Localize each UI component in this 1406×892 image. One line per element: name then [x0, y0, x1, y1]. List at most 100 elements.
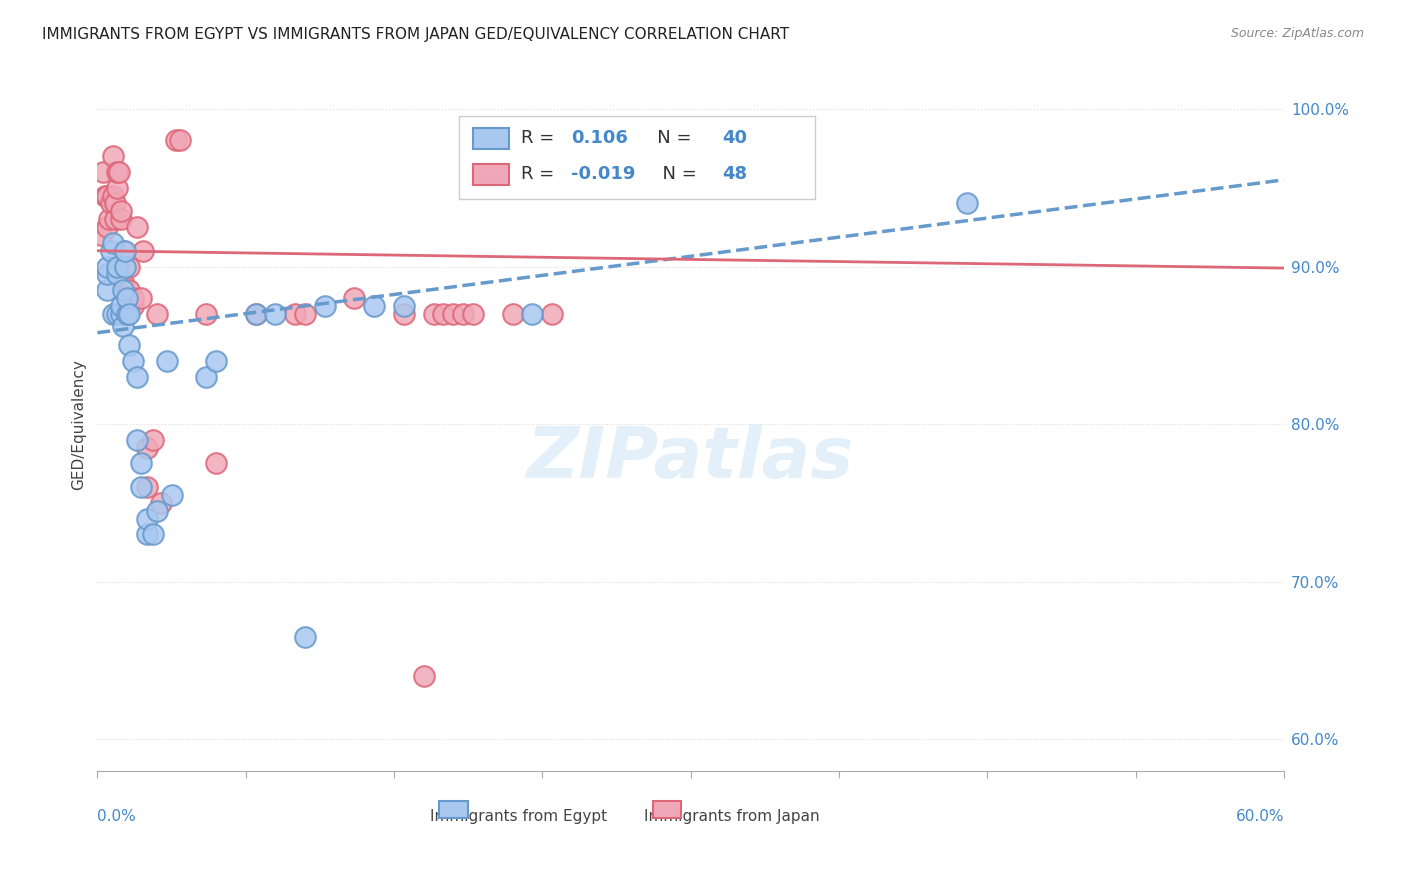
Point — [110, 299, 132, 313]
Point — [114, 244, 136, 258]
FancyBboxPatch shape — [460, 116, 815, 199]
Point — [169, 133, 191, 147]
Point — [145, 504, 167, 518]
Point — [245, 307, 267, 321]
Point — [142, 527, 165, 541]
Point — [461, 307, 484, 321]
Point — [91, 165, 114, 179]
Point — [245, 307, 267, 321]
Point — [96, 188, 118, 202]
Point — [96, 260, 118, 274]
Point — [135, 527, 157, 541]
Point — [451, 307, 474, 321]
Point — [112, 244, 135, 258]
Point — [541, 307, 564, 321]
Point — [122, 299, 145, 313]
Point — [96, 283, 118, 297]
Point — [90, 227, 112, 242]
Point — [956, 196, 979, 211]
Point — [100, 196, 122, 211]
Point — [132, 244, 155, 258]
Point — [104, 196, 127, 211]
Text: Immigrants from Egypt: Immigrants from Egypt — [430, 809, 607, 824]
Point — [118, 307, 141, 321]
Text: 40: 40 — [723, 128, 748, 147]
Point — [98, 212, 121, 227]
Point — [110, 204, 132, 219]
Point — [422, 307, 444, 321]
Point — [105, 260, 128, 274]
Text: N =: N = — [640, 128, 697, 147]
Point — [129, 457, 152, 471]
Point — [135, 511, 157, 525]
Point — [155, 354, 177, 368]
Point — [112, 283, 135, 297]
Point — [110, 307, 132, 321]
Point — [129, 291, 152, 305]
Point — [105, 268, 128, 282]
Point — [129, 480, 152, 494]
Point — [412, 669, 434, 683]
Text: IMMIGRANTS FROM EGYPT VS IMMIGRANTS FROM JAPAN GED/EQUIVALENCY CORRELATION CHART: IMMIGRANTS FROM EGYPT VS IMMIGRANTS FROM… — [42, 27, 789, 42]
Point — [149, 496, 172, 510]
Point — [118, 260, 141, 274]
Point — [195, 369, 218, 384]
Point — [114, 260, 136, 274]
FancyBboxPatch shape — [652, 801, 681, 818]
FancyBboxPatch shape — [474, 164, 509, 185]
Point — [125, 433, 148, 447]
Point — [101, 188, 124, 202]
Point — [195, 307, 218, 321]
Point — [125, 220, 148, 235]
Text: R =: R = — [522, 128, 560, 147]
FancyBboxPatch shape — [439, 801, 468, 818]
Point — [502, 307, 524, 321]
Text: 0.0%: 0.0% — [97, 809, 136, 824]
Point — [96, 268, 118, 282]
Point — [118, 283, 141, 297]
Y-axis label: GED/Equivalency: GED/Equivalency — [72, 359, 86, 490]
Point — [105, 165, 128, 179]
Point — [432, 307, 454, 321]
Point — [205, 354, 228, 368]
Point — [145, 307, 167, 321]
Text: -0.019: -0.019 — [571, 165, 636, 183]
Point — [101, 307, 124, 321]
Point — [96, 220, 118, 235]
Point — [105, 180, 128, 194]
Point — [294, 307, 316, 321]
Text: ZIPatlas: ZIPatlas — [527, 425, 855, 493]
Text: 60.0%: 60.0% — [1236, 809, 1284, 824]
Point — [101, 235, 124, 250]
Point — [343, 291, 366, 305]
Point — [94, 188, 117, 202]
Text: 48: 48 — [723, 165, 748, 183]
Point — [108, 165, 131, 179]
Point — [363, 299, 385, 313]
Point — [118, 338, 141, 352]
Point — [392, 307, 415, 321]
Point — [104, 212, 127, 227]
Point — [441, 307, 464, 321]
Point — [284, 307, 307, 321]
Point — [122, 354, 145, 368]
Point — [165, 133, 187, 147]
Point — [125, 369, 148, 384]
Point — [205, 457, 228, 471]
Point — [522, 307, 544, 321]
Point — [122, 291, 145, 305]
Text: Source: ZipAtlas.com: Source: ZipAtlas.com — [1230, 27, 1364, 40]
Point — [101, 149, 124, 163]
Point — [294, 630, 316, 644]
Point — [264, 307, 287, 321]
Point — [115, 291, 138, 305]
Point — [142, 433, 165, 447]
Point — [135, 441, 157, 455]
Point — [162, 488, 184, 502]
Point — [105, 307, 128, 321]
Point — [100, 244, 122, 258]
Text: N =: N = — [651, 165, 703, 183]
Point — [392, 299, 415, 313]
Point — [115, 307, 138, 321]
Point — [135, 480, 157, 494]
